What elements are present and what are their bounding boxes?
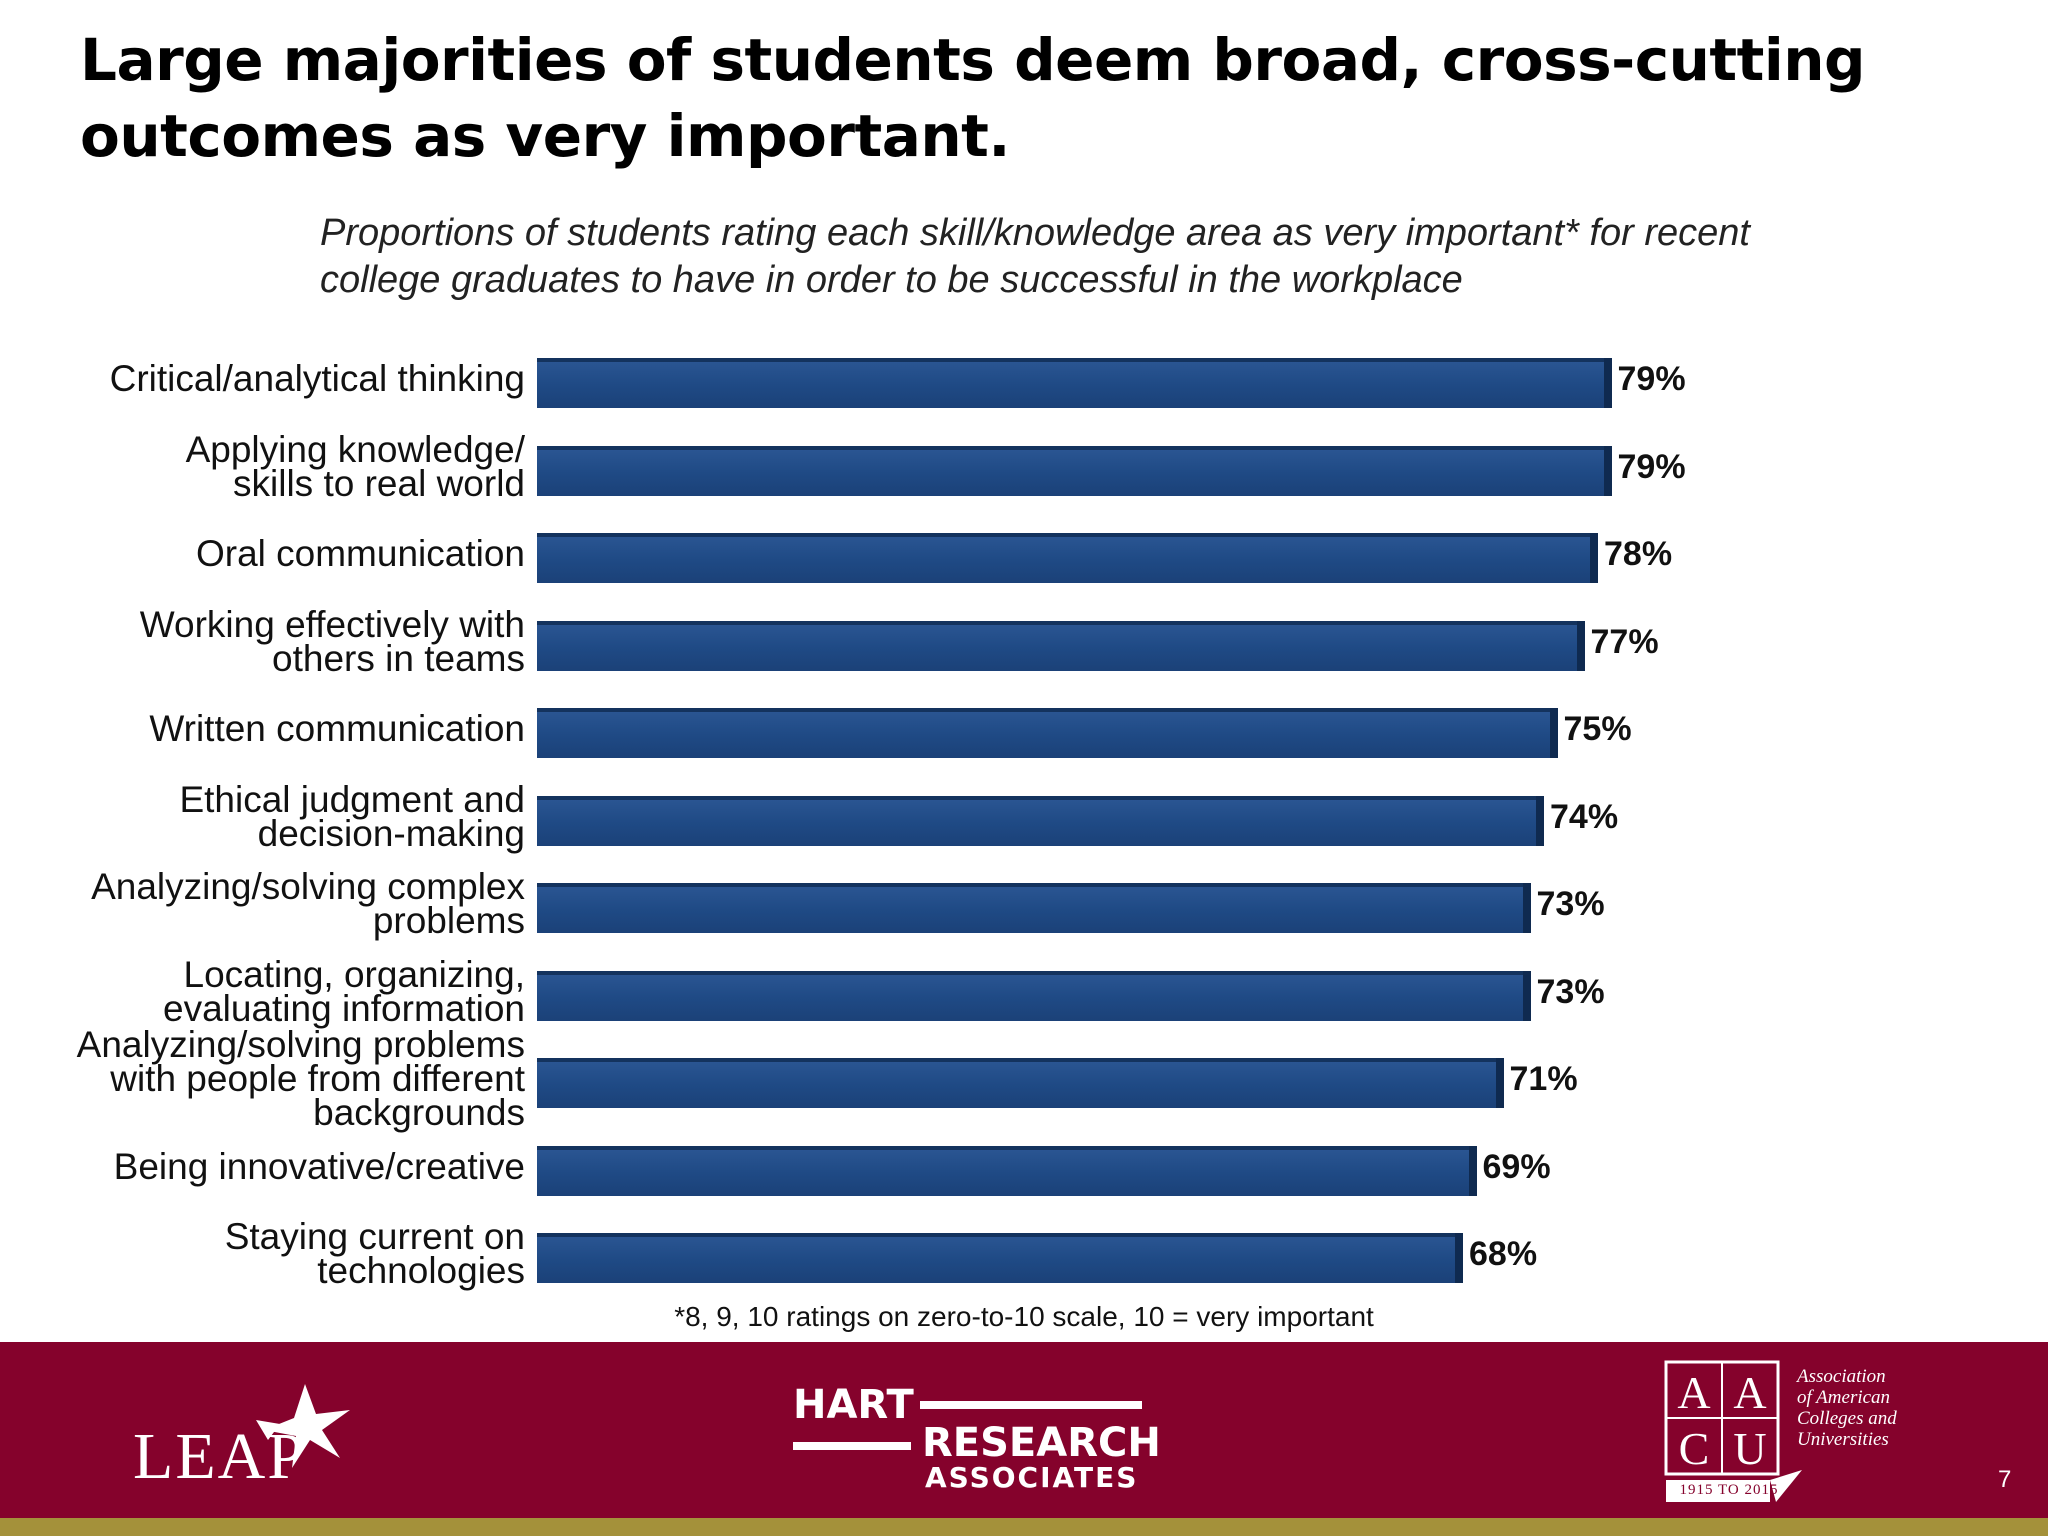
hart-research-logo xyxy=(793,1401,1142,1450)
hart-logo-line3: ASSOCIATES xyxy=(925,1461,1139,1494)
svg-text:U: U xyxy=(1733,1423,1766,1474)
category-label: Staying current on technologies xyxy=(224,1216,525,1291)
category-label: Analyzing/solving complex problems xyxy=(91,866,525,941)
leap-logo: LEAP xyxy=(133,1420,306,1493)
page-number: 7 xyxy=(1998,1466,2012,1493)
aacu-logo: A A C U xyxy=(1664,1360,1802,1502)
bar xyxy=(537,1233,1463,1283)
value-label: 78% xyxy=(1604,535,1673,573)
bar xyxy=(537,358,1611,408)
aacu-years: 1915 TO 2015 xyxy=(1679,1482,1779,1498)
bar xyxy=(537,445,1611,496)
bar xyxy=(537,970,1530,1021)
bar xyxy=(537,883,1530,933)
value-label: 73% xyxy=(1536,972,1605,1011)
value-label: 79% xyxy=(1617,360,1686,398)
hart-logo-line1: HART xyxy=(793,1382,914,1428)
bar xyxy=(537,1058,1503,1108)
bar xyxy=(537,533,1598,583)
hart-logo-line2: RESEARCH xyxy=(922,1420,1161,1466)
category-label: Critical/analytical thinking xyxy=(109,358,525,399)
category-label: Written communication xyxy=(149,708,525,749)
value-label: 77% xyxy=(1590,622,1659,661)
value-label: 79% xyxy=(1617,447,1686,486)
value-label: 74% xyxy=(1550,797,1619,836)
category-label: Analyzing/solving problems with people f… xyxy=(76,1024,525,1133)
category-label: Working effectively with others in teams xyxy=(139,603,525,679)
svg-text:C: C xyxy=(1679,1423,1710,1474)
bar xyxy=(537,708,1557,758)
category-label: Being innovative/creative xyxy=(113,1145,525,1187)
bar-chart: Critical/analytical thinking 79% Applying … xyxy=(0,340,2048,1300)
category-label: Applying knowledge/ skills to real world xyxy=(185,428,525,504)
aacu-name: Association of American Colleges and Uni… xyxy=(1797,1366,1897,1450)
value-label: 68% xyxy=(1469,1235,1538,1273)
star-burst-icon xyxy=(256,1384,350,1468)
category-label: Locating, organizing, evaluating informa… xyxy=(163,953,525,1029)
slide-title: Large majorities of students deem broad,… xyxy=(80,26,1866,170)
value-label: 71% xyxy=(1509,1060,1578,1098)
value-label: 75% xyxy=(1563,710,1632,748)
bar xyxy=(537,1145,1476,1196)
value-label: 69% xyxy=(1482,1147,1551,1186)
category-label: Ethical judgment and decision-making xyxy=(179,778,525,854)
bar xyxy=(537,620,1584,671)
chart-subtitle: Proportions of students rating each skil… xyxy=(320,212,1750,301)
bar xyxy=(537,795,1544,846)
svg-text:A: A xyxy=(1677,1367,1710,1418)
value-label: 73% xyxy=(1536,885,1605,923)
footer-stripe xyxy=(0,1518,2048,1536)
svg-text:A: A xyxy=(1733,1367,1766,1418)
chart-footnote: *8, 9, 10 ratings on zero-to-10 scale, 1… xyxy=(674,1301,1374,1332)
category-label: Oral communication xyxy=(195,533,525,574)
